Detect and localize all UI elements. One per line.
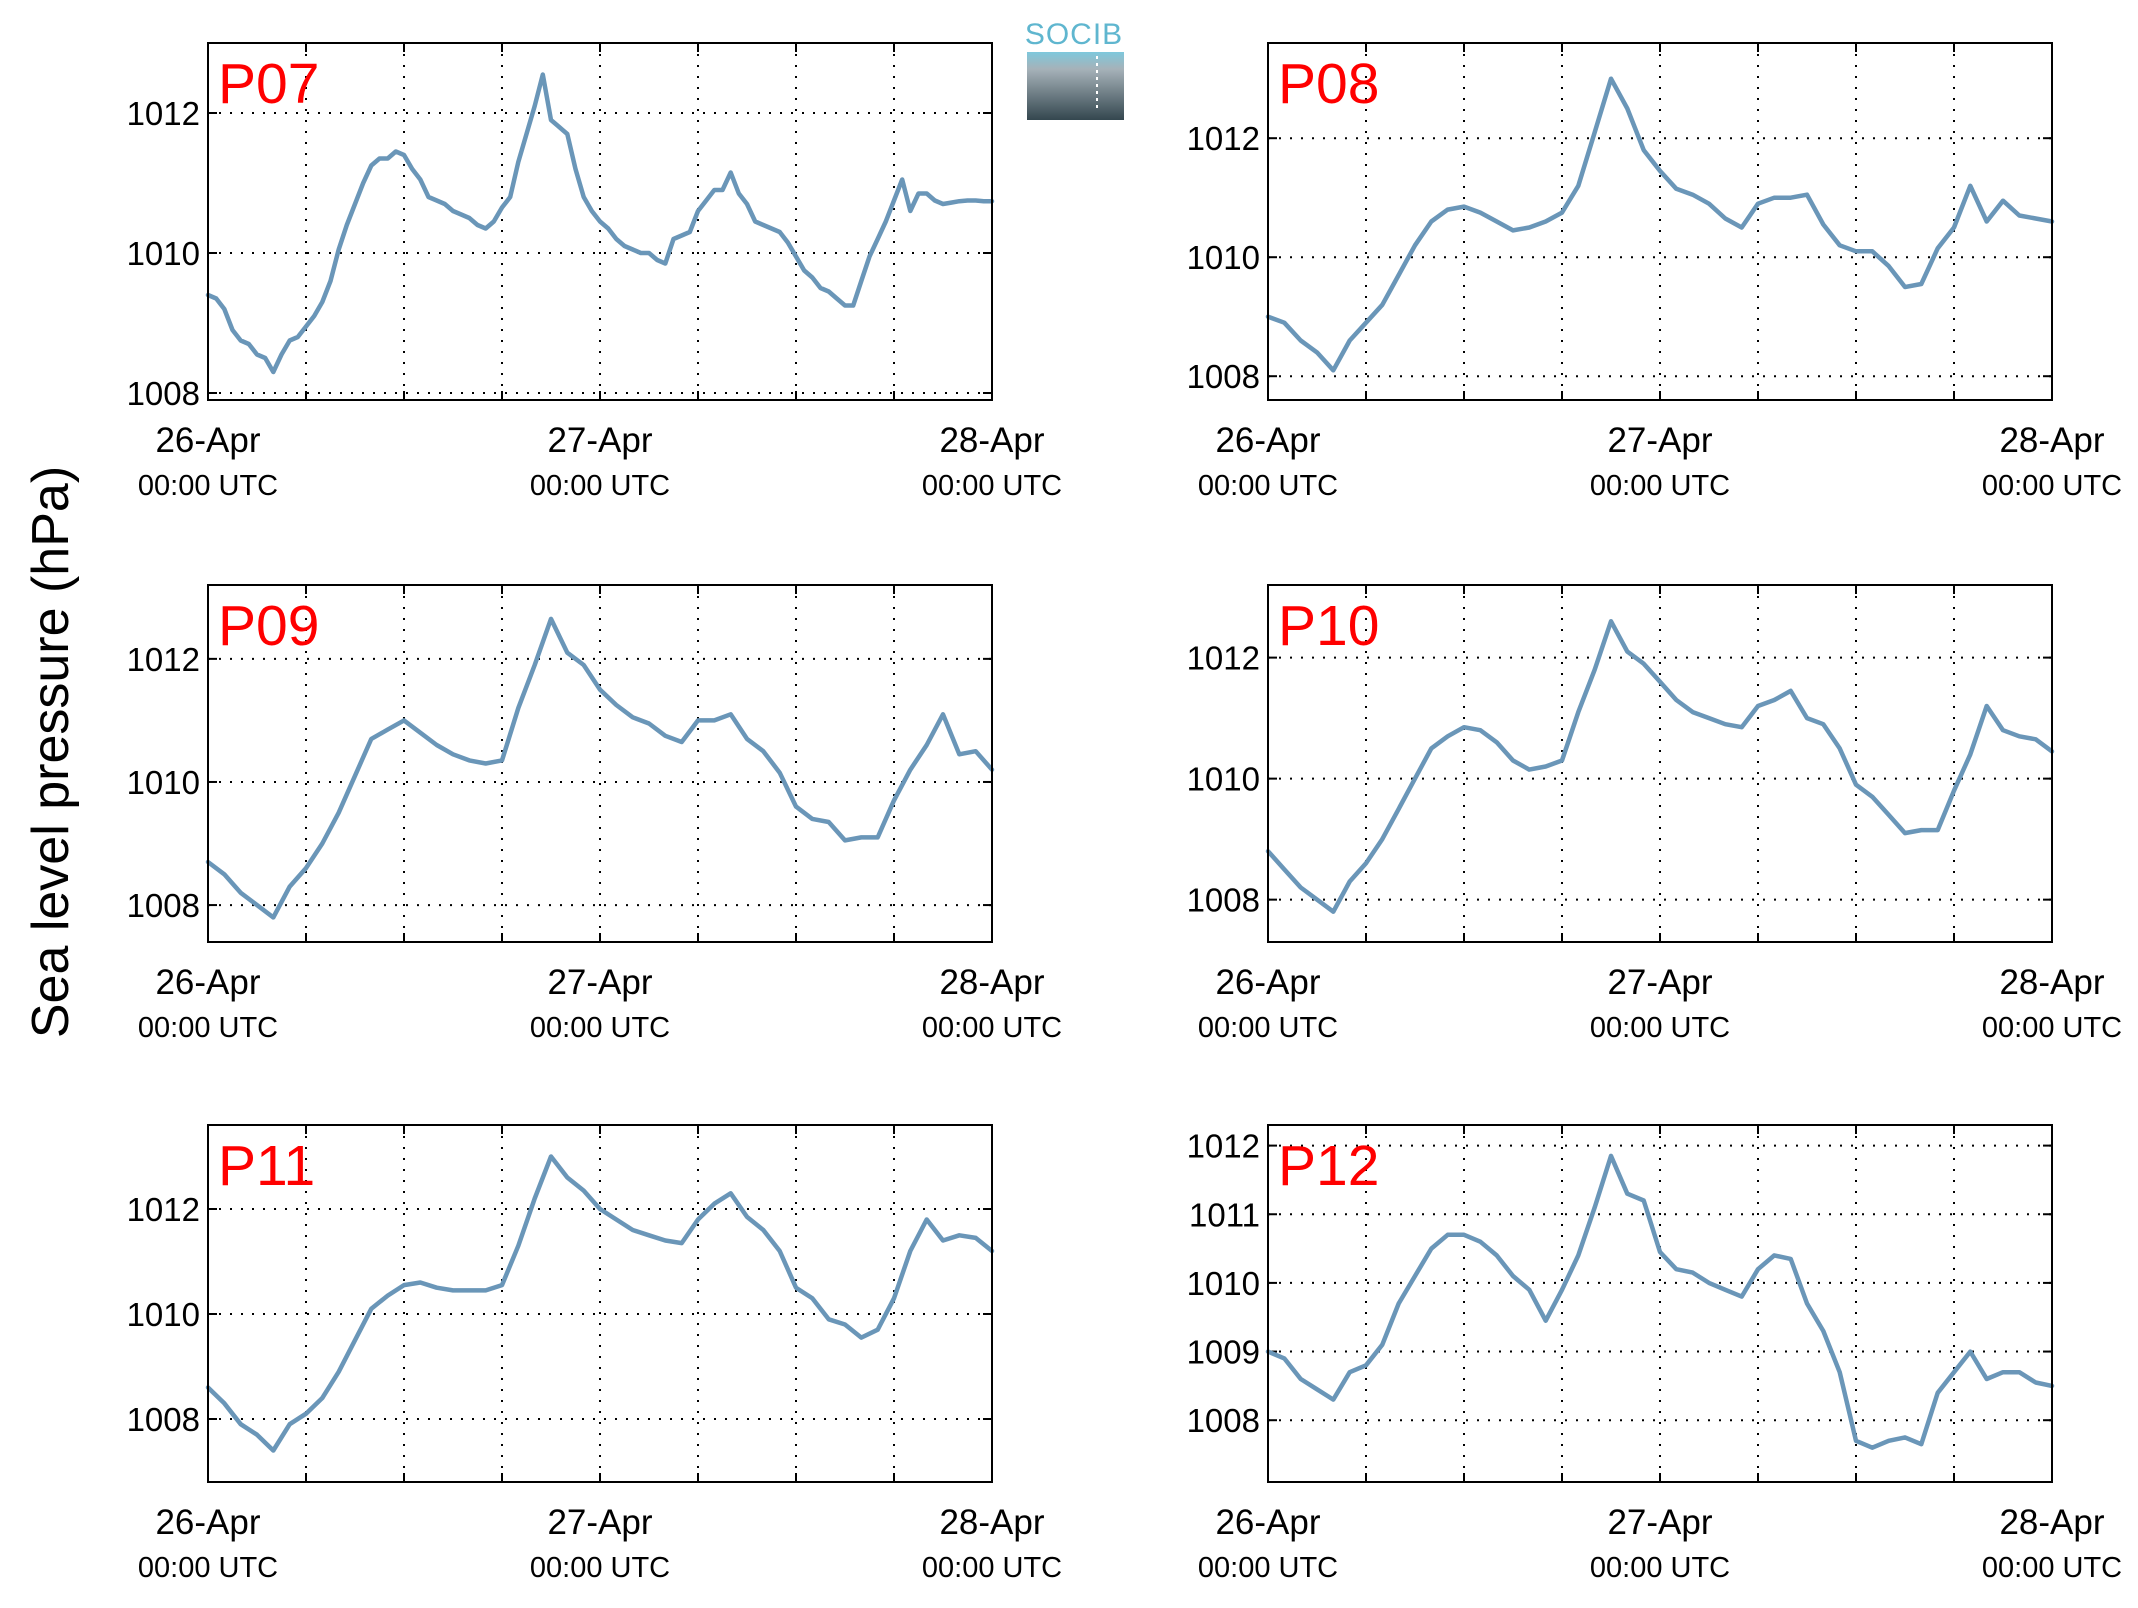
x-tick-date-label: 27-Apr [1607,963,1712,1002]
y-tick-label: 1012 [127,641,200,678]
y-axis-label: Sea level pressure (hPa) [22,466,80,1038]
x-tick-date-label: 27-Apr [547,421,652,460]
y-tick-label: 1010 [1187,1265,1260,1302]
x-tick-date-label: 27-Apr [547,963,652,1002]
x-tick-time-label: 00:00 UTC [922,1552,1062,1584]
panel-label: P07 [218,52,319,116]
series-line [1265,76,2055,373]
chart-panel: 1008 1010 1012 26-Apr 00:00 UTC 27-Apr 00:00 U… [127,1124,1062,1584]
chart-panel: 1008 1010 1012 26-Apr 00:00 UTC 27-Apr 00:00 U… [1187,584,2122,1044]
y-tick-label: 1009 [1187,1334,1260,1371]
x-tick-date-label: 27-Apr [547,1503,652,1542]
x-tick-time-label: 00:00 UTC [1198,1552,1338,1584]
x-tick-date-label: 28-Apr [939,1503,1044,1542]
x-tick-time-label: 00:00 UTC [138,1552,278,1584]
x-tick-time-label: 00:00 UTC [1982,1012,2122,1044]
panel-label: P10 [1278,594,1379,658]
x-tick-time-label: 00:00 UTC [1198,1012,1338,1044]
x-tick-date-label: 28-Apr [1999,963,2104,1002]
chart-panel: 1008 1009 1010 1011 1012 26-Apr 00:00 UTC 27-Ap… [1187,1124,2122,1584]
x-tick-date-label: 28-Apr [939,421,1044,460]
y-tick-label: 1012 [127,95,200,132]
plot-frame [207,1124,993,1483]
x-tick-time-label: 00:00 UTC [1198,470,1338,502]
y-tick-label: 1012 [1187,120,1260,157]
x-tick-time-label: 00:00 UTC [1982,1552,2122,1584]
chart-panel: 1008 1010 1012 26-Apr 00:00 UTC 27-Apr 00:00 U… [127,584,1062,1044]
y-tick-label: 1008 [127,1401,200,1438]
x-tick-time-label: 00:00 UTC [530,1552,670,1584]
panel-label: P08 [1278,52,1379,116]
plot-frame [207,42,993,401]
y-tick-label: 1011 [1189,1196,1260,1233]
y-tick-label: 1008 [1187,358,1260,395]
panel-label: P12 [1278,1134,1379,1198]
y-tick-label: 1010 [1187,239,1260,276]
y-tick-label: 1008 [1187,882,1260,919]
x-tick-time-label: 00:00 UTC [1590,1552,1730,1584]
x-tick-time-label: 00:00 UTC [1590,1012,1730,1044]
x-tick-time-label: 00:00 UTC [922,470,1062,502]
panel-label: P09 [218,594,319,658]
x-tick-time-label: 00:00 UTC [922,1012,1062,1044]
y-tick-label: 1010 [1187,761,1260,798]
y-tick-label: 1012 [1187,1128,1260,1165]
y-tick-label: 1008 [127,887,200,924]
y-tick-label: 1010 [127,1296,200,1333]
x-tick-time-label: 00:00 UTC [530,1012,670,1044]
y-tick-label: 1012 [127,1191,200,1228]
y-tick-label: 1010 [127,235,200,272]
plot-frame [207,584,993,943]
series-line [1265,619,2055,914]
panels: 1008 1010 1012 26-Apr 00:00 UTC 27-Apr 00:00 U… [127,42,2122,1584]
x-tick-time-label: 00:00 UTC [1590,470,1730,502]
x-tick-date-label: 26-Apr [155,421,260,460]
x-tick-date-label: 27-Apr [1607,421,1712,460]
panel-label: P11 [218,1134,315,1198]
x-tick-date-label: 26-Apr [1215,421,1320,460]
x-tick-date-label: 26-Apr [155,963,260,1002]
x-tick-date-label: 26-Apr [1215,1503,1320,1542]
x-tick-date-label: 27-Apr [1607,1503,1712,1542]
x-tick-time-label: 00:00 UTC [1982,470,2122,502]
x-tick-time-label: 00:00 UTC [138,1012,278,1044]
y-tick-label: 1012 [1187,640,1260,677]
logo-mark [1027,52,1124,120]
plot-frame [1267,42,2053,401]
x-tick-date-label: 28-Apr [1999,421,2104,460]
plot-frame [1267,584,2053,943]
plot-frame [1267,1124,2053,1483]
chart-panel: 1008 1010 1012 26-Apr 00:00 UTC 27-Apr 00:00 U… [127,42,1062,502]
y-tick-label: 1010 [127,764,200,801]
socib-logo: SOCIB [1025,18,1124,120]
logo-text: SOCIB [1025,18,1123,51]
x-tick-date-label: 28-Apr [939,963,1044,1002]
y-tick-label: 1008 [127,375,200,412]
series-line [205,1154,995,1453]
chart-panel: 1008 1010 1012 26-Apr 00:00 UTC 27-Apr 00:00 U… [1187,42,2122,502]
series-line [205,72,995,375]
y-tick-label: 1008 [1187,1402,1260,1439]
x-tick-date-label: 26-Apr [1215,963,1320,1002]
x-tick-date-label: 26-Apr [155,1503,260,1542]
series-line [1265,1153,2055,1450]
x-tick-time-label: 00:00 UTC [530,470,670,502]
x-tick-date-label: 28-Apr [1999,1503,2104,1542]
x-tick-time-label: 00:00 UTC [138,470,278,502]
series-line [205,616,995,920]
